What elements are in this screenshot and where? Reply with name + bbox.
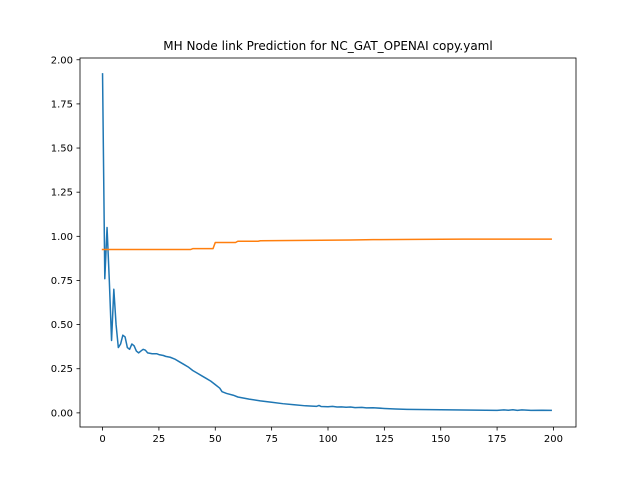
y-tick-label: 0.75 bbox=[51, 276, 73, 287]
y-tick-label: 1.75 bbox=[51, 99, 73, 110]
y-tick-label: 2.00 bbox=[51, 55, 73, 66]
y-tick-label: 1.50 bbox=[51, 144, 73, 155]
x-tick-label: 125 bbox=[375, 434, 394, 445]
y-tick-label: 0.00 bbox=[51, 408, 73, 419]
series-layer bbox=[101, 73, 552, 412]
series-line-2 bbox=[101, 238, 552, 251]
x-tick-label: 25 bbox=[153, 434, 166, 445]
series-line-1 bbox=[101, 73, 552, 412]
x-tick-label: 0 bbox=[99, 434, 105, 445]
x-tick-label: 175 bbox=[488, 434, 507, 445]
chart-title: MH Node link Prediction for NC_GAT_OPENA… bbox=[163, 39, 492, 53]
x-tick-label: 50 bbox=[209, 434, 222, 445]
x-tick-label: 100 bbox=[318, 434, 337, 445]
y-tick-label: 1.00 bbox=[51, 232, 73, 243]
x-tick-label: 75 bbox=[265, 434, 278, 445]
y-tick-label: 0.25 bbox=[51, 364, 73, 375]
axis-layer: 0 25 50 75 100 125 150 175 200 0.00 0.25 0.50 0.75 1.… bbox=[51, 55, 577, 445]
x-tick-label: 200 bbox=[544, 434, 563, 445]
x-tick-label: 150 bbox=[431, 434, 450, 445]
y-tick-label: 1.25 bbox=[51, 188, 73, 199]
y-tick-label: 0.50 bbox=[51, 320, 73, 331]
